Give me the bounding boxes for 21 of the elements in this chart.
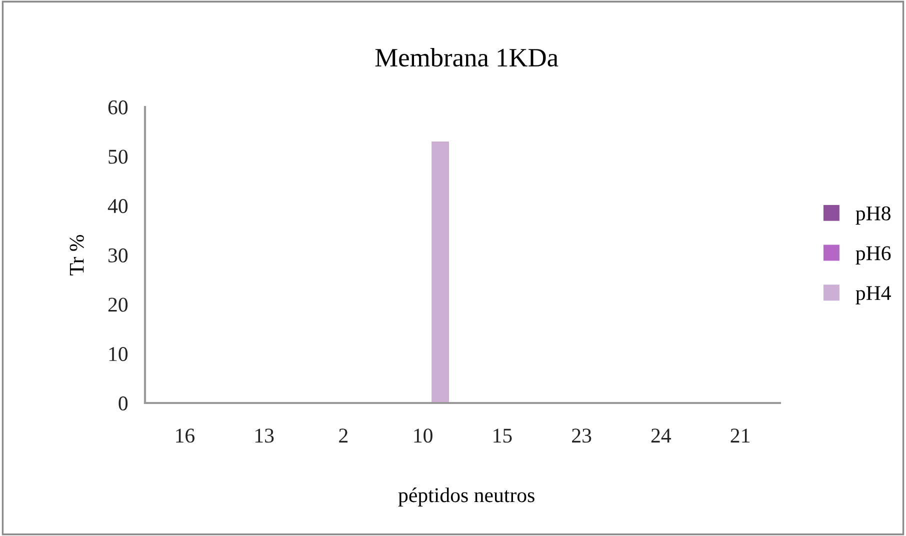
y-tick-label: 50 (108, 150, 128, 164)
y-tick-label: 40 (108, 199, 128, 214)
y-tick-label: 30 (108, 248, 128, 262)
y-tick-label: 60 (108, 100, 128, 114)
x-tick-label: 2 (339, 428, 348, 442)
x-tick-label: 15 (494, 428, 512, 443)
x-tick-label: 13 (255, 428, 274, 443)
y-tick-label: 20 (108, 298, 128, 312)
legend-label: pH8 (856, 206, 890, 225)
x-tick-label: 10 (414, 428, 432, 443)
y-axis-title: Tr % (70, 234, 84, 276)
legend-label: pH4 (856, 286, 891, 304)
chart-title: Membrana 1KDa (375, 48, 558, 67)
x-tick-label: 21 (730, 428, 750, 442)
x-tick-label: 24 (651, 428, 672, 442)
x-tick-label: 16 (176, 428, 194, 443)
y-tick-label: 0 (118, 396, 128, 410)
y-tick-label: 10 (109, 347, 128, 362)
x-axis-title: péptidos neutros (398, 488, 534, 506)
legend-label: pH6 (856, 246, 891, 265)
x-tick-label: 23 (572, 428, 592, 443)
